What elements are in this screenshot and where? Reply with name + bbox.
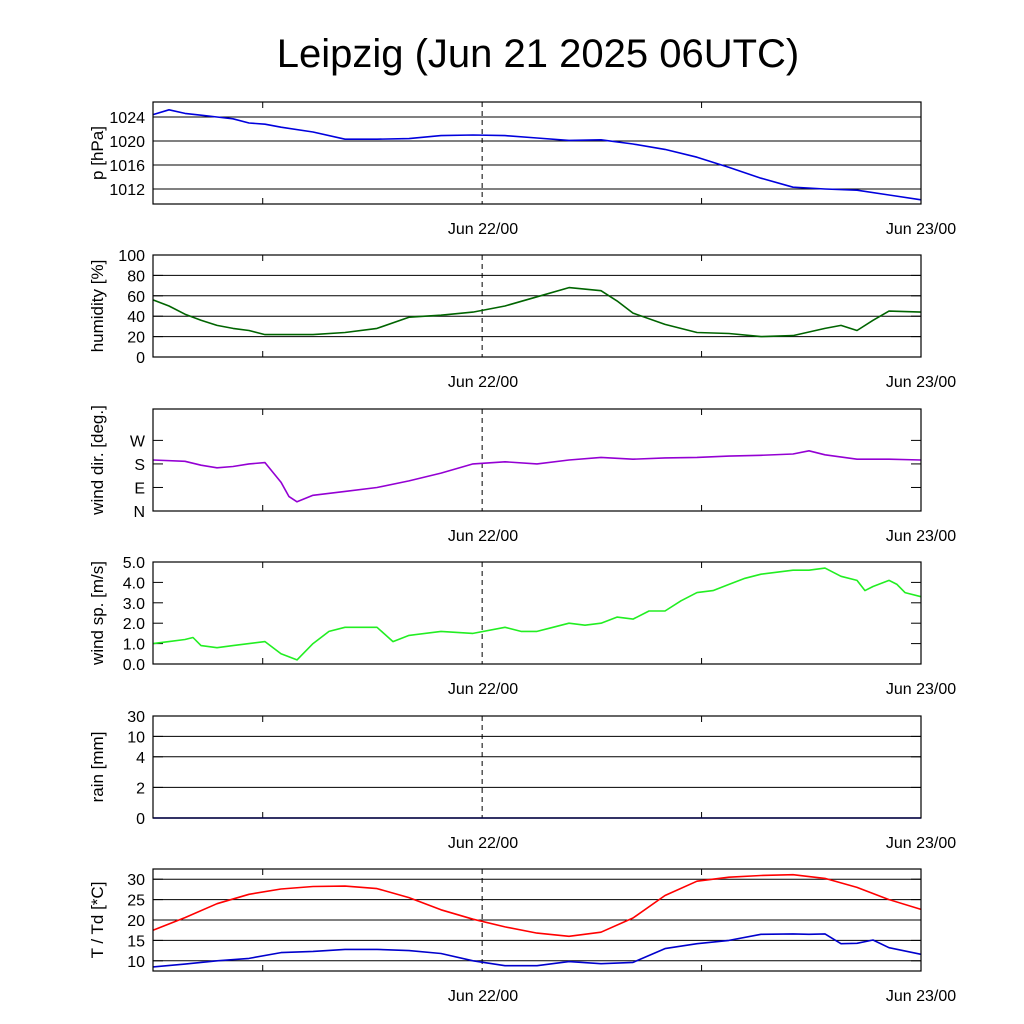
y-tick-label: 1016 bbox=[109, 158, 145, 175]
series-line-temperature bbox=[152, 873, 922, 938]
y-tick-label: 1012 bbox=[109, 182, 145, 199]
y-axis-label: p [hPa] bbox=[88, 126, 107, 180]
series-line-wind_dir bbox=[152, 450, 922, 503]
x-tick-label: Jun 22/00 bbox=[448, 528, 518, 545]
panel-frame bbox=[152, 868, 922, 972]
panel-frame bbox=[152, 408, 922, 512]
y-tick-label: 100 bbox=[118, 248, 145, 265]
panel-4: 0 2 4 10 30 rain [mm] Jun 22/00 Jun 23/00 bbox=[88, 709, 956, 852]
y-tick-label: 20 bbox=[127, 330, 145, 347]
y-axis-label: rain [mm] bbox=[88, 732, 107, 803]
y-tick-label: 10 bbox=[127, 954, 145, 971]
y-tick-label: 60 bbox=[127, 289, 145, 306]
y-tick-label: 4 bbox=[136, 750, 145, 767]
panel-5: 10 15 20 25 30 T / Td [*C] Jun 22/00 Jun 23/00 bbox=[88, 868, 956, 1005]
y-tick-label: 5.0 bbox=[123, 555, 145, 572]
y-tick-label: 20 bbox=[127, 913, 145, 930]
y-tick-label: 30 bbox=[127, 709, 145, 726]
y-tick-label: N bbox=[133, 504, 145, 521]
y-tick-label: 30 bbox=[127, 872, 145, 889]
x-tick-label: Jun 23/00 bbox=[886, 528, 956, 545]
series-line-humidity bbox=[152, 286, 922, 338]
y-tick-label: W bbox=[130, 433, 146, 450]
x-tick-label: Jun 22/00 bbox=[448, 988, 518, 1005]
y-tick-label: 0.0 bbox=[123, 657, 145, 674]
x-tick-label: Jun 22/00 bbox=[448, 681, 518, 698]
series-line-dewpoint bbox=[152, 933, 922, 968]
y-tick-label: 80 bbox=[127, 268, 145, 285]
y-tick-label: 10 bbox=[127, 729, 145, 746]
panel-frame bbox=[152, 715, 922, 819]
y-tick-label: 0 bbox=[136, 811, 145, 828]
x-tick-label: Jun 23/00 bbox=[886, 374, 956, 391]
y-tick-label: 40 bbox=[127, 309, 145, 326]
chart-title: Leipzig (Jun 21 2025 06UTC) bbox=[277, 32, 800, 76]
y-tick-label: 1024 bbox=[109, 110, 145, 127]
y-tick-label: 1020 bbox=[109, 134, 145, 151]
y-axis-label: humidity [%] bbox=[88, 260, 107, 353]
y-axis-label: wind sp. [m/s] bbox=[88, 561, 107, 666]
x-tick-label: Jun 23/00 bbox=[886, 221, 956, 238]
y-tick-label: 2 bbox=[136, 780, 145, 797]
y-tick-label: 0 bbox=[136, 350, 145, 367]
y-axis-label: T / Td [*C] bbox=[88, 882, 107, 959]
x-tick-label: Jun 22/00 bbox=[448, 374, 518, 391]
panel-frame bbox=[152, 254, 922, 358]
panel-frame bbox=[152, 561, 922, 665]
y-tick-label: 15 bbox=[127, 933, 145, 950]
x-tick-label: Jun 23/00 bbox=[886, 988, 956, 1005]
y-tick-label: 1.0 bbox=[123, 637, 145, 654]
y-axis-label: wind dir. [deg.] bbox=[88, 405, 107, 516]
y-tick-label: 25 bbox=[127, 893, 145, 910]
panel-frame bbox=[152, 101, 922, 205]
series-line-pressure bbox=[152, 109, 922, 201]
x-tick-label: Jun 22/00 bbox=[448, 221, 518, 238]
y-tick-label: S bbox=[134, 457, 145, 474]
x-tick-label: Jun 23/00 bbox=[886, 681, 956, 698]
x-tick-label: Jun 22/00 bbox=[448, 835, 518, 852]
y-tick-label: 3.0 bbox=[123, 596, 145, 613]
y-tick-label: 4.0 bbox=[123, 575, 145, 592]
x-tick-label: Jun 23/00 bbox=[886, 835, 956, 852]
panel-1: 0 20 40 60 80 100 humidity [%] Jun 22/00 Jun 23/… bbox=[88, 248, 956, 391]
panel-3: 0.0 1.0 2.0 3.0 4.0 5.0 wind sp. [m/s] Jun 22/0… bbox=[88, 555, 956, 698]
y-tick-label: E bbox=[134, 480, 145, 497]
y-tick-label: 2.0 bbox=[123, 616, 145, 633]
series-line-wind_speed bbox=[152, 567, 922, 661]
